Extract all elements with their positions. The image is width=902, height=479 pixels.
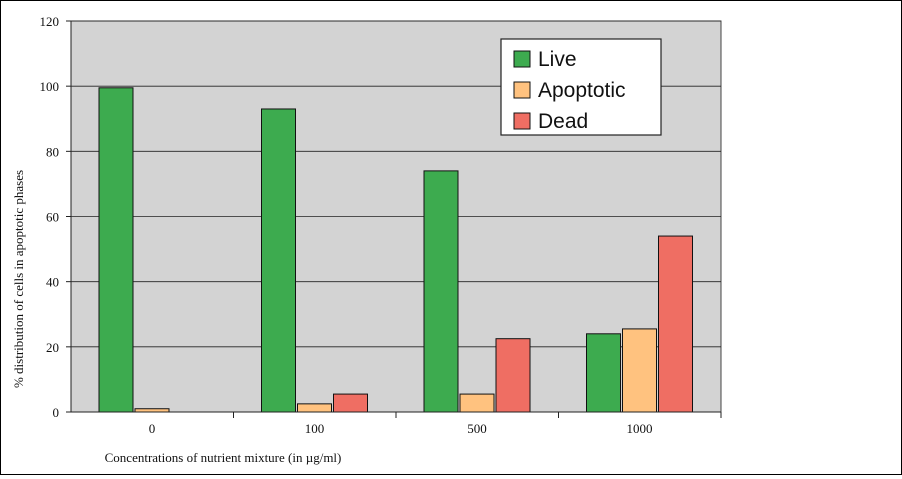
bar-dead-1000 <box>658 235 693 413</box>
x-tick-label: 500 <box>467 421 487 436</box>
y-tick-label: 20 <box>46 340 59 355</box>
y-axis-title: % distribution of cells in apoptotic pha… <box>11 170 26 388</box>
bar-live-0 <box>98 87 134 413</box>
y-tick-label: 120 <box>40 14 60 29</box>
legend-label-dead: Dead <box>538 110 588 133</box>
legend-swatch-live <box>513 50 531 68</box>
bar-apoptotic-500 <box>459 393 495 413</box>
bars-group <box>98 87 693 413</box>
bar-live-1000 <box>586 333 621 413</box>
legend-label-apoptotic: Apoptotic <box>538 79 626 102</box>
bar-apoptotic-1000 <box>622 328 657 413</box>
y-tick-label: 0 <box>53 405 60 420</box>
x-tick-label: 0 <box>149 421 156 436</box>
bar-dead-500 <box>495 338 531 413</box>
bar-live-100 <box>261 108 296 413</box>
legend-swatch-apoptotic <box>513 81 531 99</box>
y-tick-label: 100 <box>40 79 60 94</box>
x-tick-label: 100 <box>305 421 325 436</box>
x-tick-label: 1000 <box>627 421 653 436</box>
legend-label-live: Live <box>538 48 577 71</box>
bar-live-500 <box>423 170 459 413</box>
bar-dead-100 <box>333 393 368 413</box>
y-tick-label: 60 <box>46 210 59 225</box>
y-tick-label: 40 <box>46 275 59 290</box>
x-axis-title: Concentrations of nutrient mixture (in µ… <box>105 450 342 465</box>
axes-group: 0 20 40 60 80 100 120 0 100 500 1000 <box>40 14 722 436</box>
y-tick-label: 80 <box>46 144 59 159</box>
legend: Live Apoptotic Dead <box>500 38 662 136</box>
bar-apoptotic-100 <box>297 403 332 413</box>
legend-swatch-dead <box>513 112 531 130</box>
